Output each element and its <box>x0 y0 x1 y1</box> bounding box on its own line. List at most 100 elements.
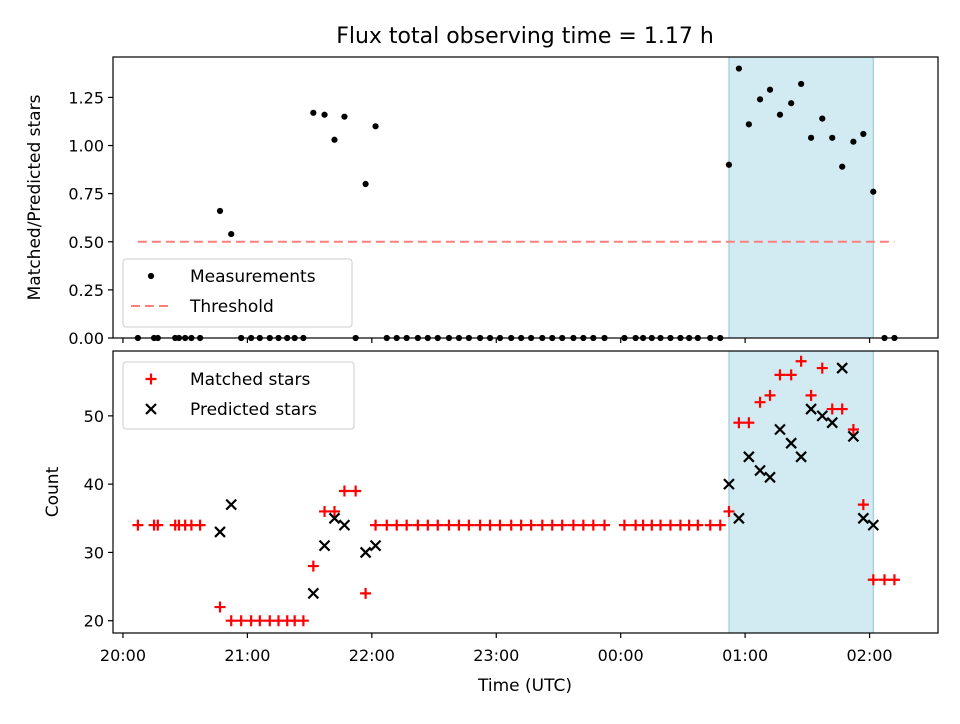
data-point <box>733 417 745 429</box>
y-tick-label: 0.75 <box>68 185 104 204</box>
x-tick-label: 00:00 <box>598 646 644 665</box>
data-point <box>766 86 774 93</box>
data-point <box>764 389 776 401</box>
data-point <box>867 574 879 586</box>
data-point <box>235 615 247 627</box>
data-point <box>795 451 807 463</box>
data-point <box>819 115 826 122</box>
data-point <box>567 519 579 531</box>
data-point <box>805 389 817 401</box>
data-point <box>341 113 348 120</box>
data-point <box>735 65 743 72</box>
data-point <box>723 478 735 490</box>
data-point <box>556 519 568 531</box>
data-point <box>857 499 869 511</box>
data-point <box>328 505 340 517</box>
data-point <box>505 519 517 531</box>
data-point <box>412 519 424 531</box>
data-point <box>474 519 486 531</box>
data-point <box>422 519 434 531</box>
data-point <box>152 519 164 531</box>
legend-marker <box>145 373 157 385</box>
data-point <box>776 111 784 118</box>
data-point <box>599 519 611 531</box>
chart-title: Flux total observing time = 1.17 h <box>336 24 714 49</box>
data-point <box>525 519 537 531</box>
data-point <box>826 403 838 415</box>
data-point <box>338 519 351 531</box>
data-point <box>764 471 776 484</box>
data-point <box>453 519 465 531</box>
y-tick-label: 1.00 <box>68 137 104 156</box>
x-tick-label: 21:00 <box>224 646 270 665</box>
axes-frame <box>112 350 939 634</box>
data-point <box>857 512 870 525</box>
data-point <box>785 437 797 449</box>
data-point <box>391 519 403 531</box>
x-axis-label: Time (UTC) <box>477 676 572 696</box>
data-point <box>826 416 839 429</box>
data-point <box>228 230 235 238</box>
data-point <box>318 539 331 552</box>
data-point <box>307 560 319 572</box>
data-point <box>515 519 527 531</box>
data-point <box>867 519 880 531</box>
shaded-span <box>728 56 874 339</box>
data-point <box>774 423 786 436</box>
data-point <box>655 519 667 531</box>
data-point <box>725 161 733 168</box>
panel-count <box>108 350 939 638</box>
data-point <box>816 362 828 374</box>
data-point <box>214 601 226 613</box>
data-point <box>807 134 815 141</box>
data-point <box>788 100 795 107</box>
data-point <box>870 188 877 195</box>
y-tick-label: 0.50 <box>68 233 104 252</box>
data-point <box>494 519 506 531</box>
y-tick-label: 40 <box>84 475 104 494</box>
data-point <box>432 519 444 531</box>
data-point <box>369 539 382 552</box>
data-point <box>847 424 859 436</box>
data-point <box>618 519 630 531</box>
legend <box>122 258 353 328</box>
data-point <box>850 138 857 145</box>
data-point <box>297 615 309 627</box>
data-point <box>723 505 735 517</box>
data-point <box>216 207 224 215</box>
data-point <box>381 519 393 531</box>
legend-label: Threshold <box>189 297 274 317</box>
data-point <box>546 519 558 531</box>
data-point <box>362 180 369 188</box>
data-point <box>664 519 676 531</box>
data-point <box>836 362 848 374</box>
data-point <box>350 485 362 497</box>
data-point <box>774 369 786 381</box>
y-tick-label: 1.25 <box>68 88 104 107</box>
data-point <box>847 430 860 443</box>
data-point <box>878 574 890 586</box>
data-point <box>754 396 766 408</box>
data-point <box>733 512 745 525</box>
data-point <box>338 485 350 497</box>
y-tick-label: 50 <box>84 407 104 426</box>
data-point <box>360 587 372 599</box>
legend-marker <box>147 272 155 280</box>
data-point <box>839 163 846 170</box>
shaded-span <box>728 350 874 634</box>
y-axis-label: Matched/Predicted stars <box>25 94 45 300</box>
data-point <box>704 519 716 531</box>
data-point <box>319 505 331 517</box>
data-point <box>463 519 475 531</box>
legend-box <box>122 258 353 328</box>
x-tick-label: 01:00 <box>722 646 768 665</box>
data-point <box>756 96 764 103</box>
panel-ratio <box>108 56 939 343</box>
x-tick-label: 22:00 <box>349 646 395 665</box>
y-tick-label: 30 <box>84 543 104 562</box>
data-point <box>214 526 226 538</box>
data-point <box>307 587 320 600</box>
data-point <box>860 130 867 138</box>
data-point <box>443 519 455 531</box>
data-point <box>484 519 496 531</box>
